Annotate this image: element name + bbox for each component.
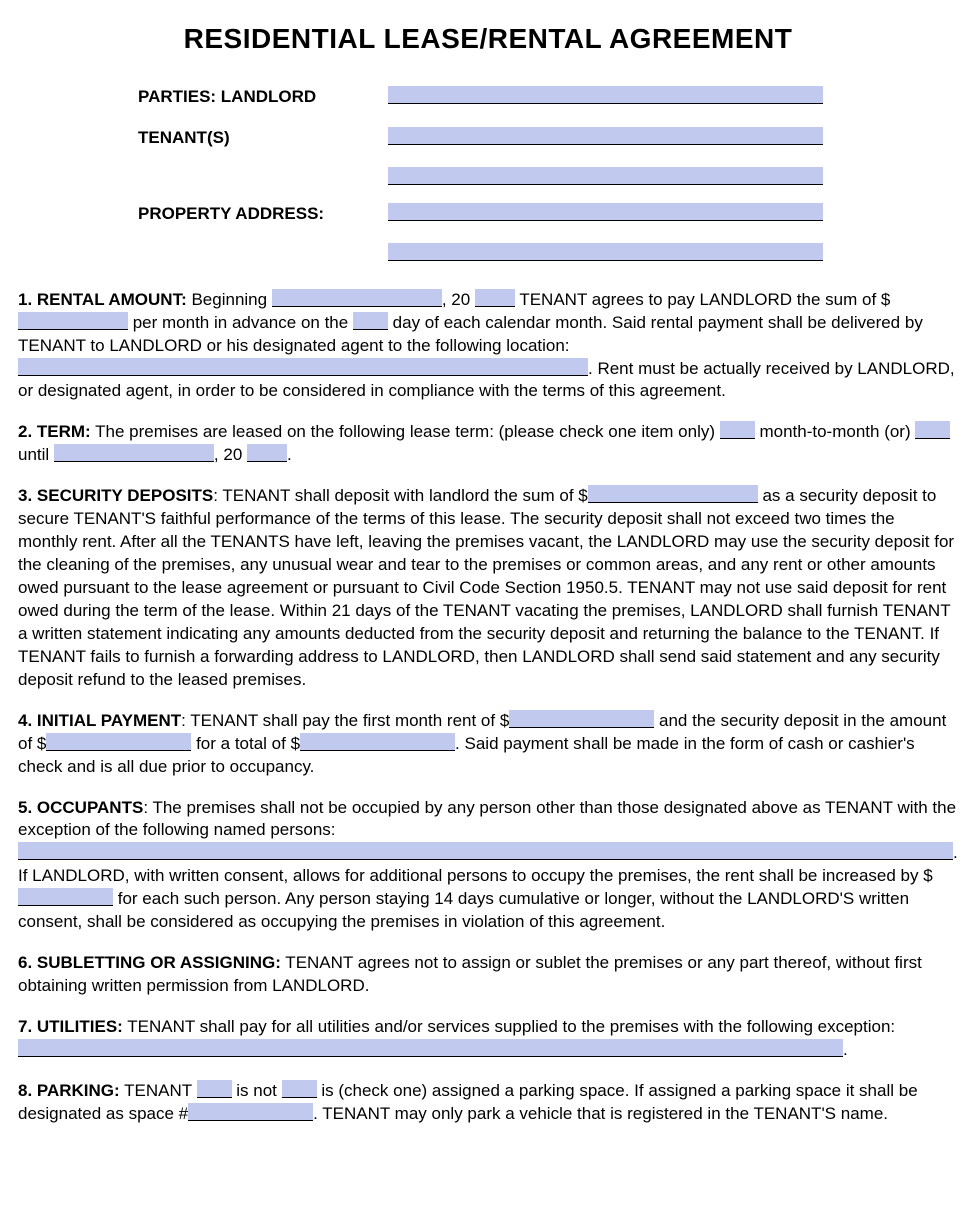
- blank-occupants[interactable]: [18, 842, 953, 860]
- section-8-head: 8. PARKING:: [18, 1081, 120, 1100]
- section-2-text: until: [18, 445, 54, 464]
- section-1-text: , 20: [442, 290, 475, 309]
- property-label: PROPERTY ADDRESS:: [18, 203, 388, 261]
- section-2-text: , 20: [214, 445, 247, 464]
- blank-deposit-amount[interactable]: [588, 485, 758, 503]
- section-2-head: 2. TERM:: [18, 422, 91, 441]
- section-5-text: for each such person. Any person staying…: [18, 889, 909, 931]
- section-3-head: 3. SECURITY DEPOSITS: [18, 486, 213, 505]
- tenant-field-1[interactable]: [388, 127, 823, 145]
- section-2-text: The premises are leased on the following…: [91, 422, 720, 441]
- blank-rent-day[interactable]: [353, 312, 388, 330]
- blank-term-until-date[interactable]: [54, 444, 214, 462]
- section-1-text: TENANT agrees to pay LANDLORD the sum of…: [515, 290, 890, 309]
- header-property-row: PROPERTY ADDRESS:: [18, 203, 958, 261]
- section-3-text: as a security deposit to secure TENANT'S…: [18, 486, 954, 689]
- landlord-field[interactable]: [388, 86, 823, 104]
- section-8-text: TENANT: [120, 1081, 197, 1100]
- section-4-text: for a total of $: [191, 734, 300, 753]
- section-8: 8. PARKING: TENANT is not is (check one)…: [18, 1080, 958, 1126]
- section-5-text: : The premises shall not be occupied by …: [18, 798, 956, 840]
- section-8-text: is not: [232, 1081, 282, 1100]
- section-2-text: .: [287, 445, 292, 464]
- section-1-head: 1. RENTAL AMOUNT:: [18, 290, 187, 309]
- property-field-1[interactable]: [388, 203, 823, 221]
- landlord-label: PARTIES: LANDLORD: [18, 86, 388, 109]
- section-6: 6. SUBLETTING OR ASSIGNING: TENANT agree…: [18, 952, 958, 998]
- section-6-head: 6. SUBLETTING OR ASSIGNING:: [18, 953, 281, 972]
- header-tenants-row: TENANT(S): [18, 127, 958, 185]
- property-field-2[interactable]: [388, 243, 823, 261]
- section-7-text: .: [843, 1040, 848, 1059]
- section-4-text: : TENANT shall pay the first month rent …: [181, 711, 509, 730]
- section-7-head: 7. UTILITIES:: [18, 1017, 123, 1036]
- blank-parking-is[interactable]: [282, 1080, 317, 1098]
- blank-parking-isnot[interactable]: [197, 1080, 232, 1098]
- tenants-label: TENANT(S): [18, 127, 388, 185]
- section-1-text: Beginning: [187, 290, 272, 309]
- blank-term-until-check[interactable]: [915, 421, 950, 439]
- section-3-text: : TENANT shall deposit with landlord the…: [213, 486, 588, 505]
- blank-term-mtm[interactable]: [720, 421, 755, 439]
- blank-utilities-exception[interactable]: [18, 1039, 843, 1057]
- tenant-field-2[interactable]: [388, 167, 823, 185]
- section-4: 4. INITIAL PAYMENT: TENANT shall pay the…: [18, 710, 958, 779]
- blank-total-payment[interactable]: [300, 733, 455, 751]
- blank-begin-date[interactable]: [272, 289, 442, 307]
- section-2-text: month-to-month (or): [755, 422, 916, 441]
- section-4-head: 4. INITIAL PAYMENT: [18, 711, 181, 730]
- blank-rent-location[interactable]: [18, 358, 588, 376]
- blank-rent-amount[interactable]: [18, 312, 128, 330]
- header-landlord-row: PARTIES: LANDLORD: [18, 86, 958, 109]
- section-1: 1. RENTAL AMOUNT: Beginning , 20 TENANT …: [18, 289, 958, 404]
- section-2: 2. TERM: The premises are leased on the …: [18, 421, 958, 467]
- section-7: 7. UTILITIES: TENANT shall pay for all u…: [18, 1016, 958, 1062]
- blank-parking-space[interactable]: [188, 1103, 313, 1121]
- blank-term-until-year[interactable]: [247, 444, 287, 462]
- section-5: 5. OCCUPANTS: The premises shall not be …: [18, 797, 958, 935]
- section-5-head: 5. OCCUPANTS: [18, 798, 143, 817]
- document-title: RESIDENTIAL LEASE/RENTAL AGREEMENT: [18, 20, 958, 58]
- section-1-text: per month in advance on the: [128, 313, 353, 332]
- blank-deposit-amount-2[interactable]: [46, 733, 191, 751]
- section-7-text: TENANT shall pay for all utilities and/o…: [123, 1017, 895, 1036]
- blank-begin-year[interactable]: [475, 289, 515, 307]
- blank-rent-increase[interactable]: [18, 888, 113, 906]
- section-3: 3. SECURITY DEPOSITS: TENANT shall depos…: [18, 485, 958, 691]
- section-8-text: . TENANT may only park a vehicle that is…: [313, 1104, 888, 1123]
- blank-first-month-rent[interactable]: [509, 710, 654, 728]
